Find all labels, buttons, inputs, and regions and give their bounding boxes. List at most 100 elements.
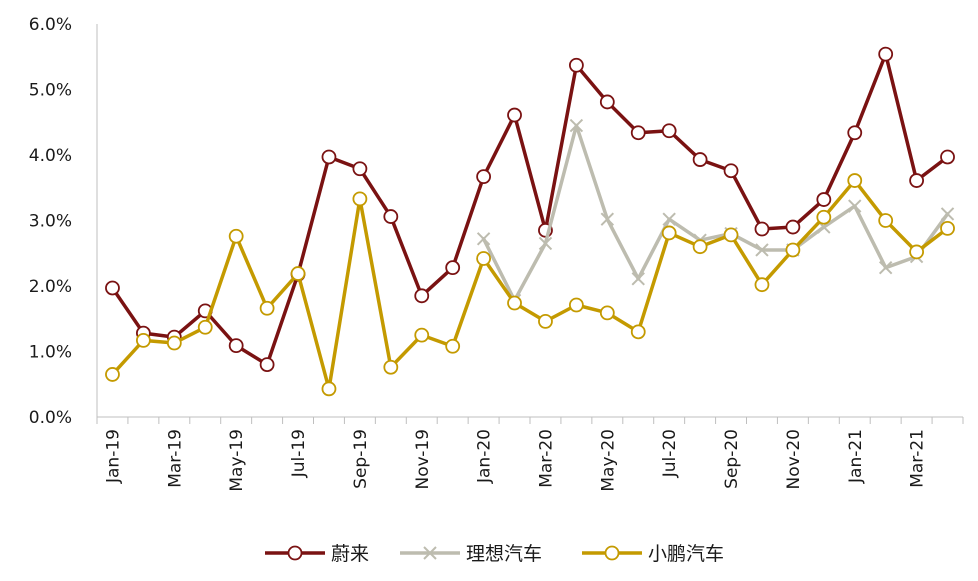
y-tick-label: 2.0% xyxy=(29,277,72,297)
data-point xyxy=(599,94,615,110)
y-tick-label: 4.0% xyxy=(29,146,72,166)
legend-item: 蔚来 xyxy=(265,543,369,565)
data-point xyxy=(661,123,677,139)
data-point xyxy=(909,173,925,188)
legend-label: 蔚来 xyxy=(331,543,369,565)
legend-marker xyxy=(287,545,303,561)
data-point xyxy=(754,221,770,237)
data-point xyxy=(755,243,769,257)
data-point xyxy=(878,260,893,275)
data-point xyxy=(909,244,925,260)
data-point xyxy=(352,161,368,177)
x-tick-label: May-20 xyxy=(598,429,618,492)
data-point xyxy=(476,251,492,266)
data-point xyxy=(630,324,646,340)
data-point xyxy=(878,213,894,228)
series-line xyxy=(110,52,950,367)
data-point xyxy=(476,232,491,246)
data-point xyxy=(105,367,120,382)
data-point xyxy=(445,338,461,354)
series-line xyxy=(481,123,950,303)
x-tick-label: Jan-20 xyxy=(475,429,495,484)
x-tick-label: Sep-19 xyxy=(351,429,371,489)
data-point xyxy=(476,169,492,185)
x-tick-label: Sep-20 xyxy=(722,429,742,489)
data-point xyxy=(662,212,676,226)
data-point xyxy=(321,149,337,165)
data-point xyxy=(228,228,244,244)
x-tick-label: Jan-21 xyxy=(846,429,866,484)
legend-item: 理想汽车 xyxy=(400,543,542,565)
data-point xyxy=(352,191,368,207)
data-point xyxy=(630,125,646,141)
data-point xyxy=(259,357,275,373)
data-point xyxy=(568,57,584,73)
data-point xyxy=(723,163,739,179)
data-point xyxy=(383,359,399,375)
data-point xyxy=(228,338,244,354)
data-point xyxy=(631,272,645,286)
data-point xyxy=(569,118,584,133)
legend: 蔚来 理想汽车 小鹏汽车 xyxy=(265,543,724,565)
data-point xyxy=(414,288,430,304)
y-tick-label: 3.0% xyxy=(29,212,72,232)
legend-label: 理想汽车 xyxy=(466,543,542,565)
data-point xyxy=(197,319,213,335)
data-point xyxy=(538,236,553,251)
data-point xyxy=(259,300,275,316)
data-point xyxy=(816,209,832,225)
x-tick-label: Jul-20 xyxy=(660,429,680,478)
y-tick-label: 6.0% xyxy=(29,15,72,35)
data-point xyxy=(135,332,151,348)
x-tick-label: Nov-19 xyxy=(413,429,433,490)
legend-item: 小鹏汽车 xyxy=(582,543,724,565)
data-point xyxy=(940,149,955,165)
data-point xyxy=(507,295,522,311)
data-point xyxy=(785,219,801,235)
data-point xyxy=(940,220,955,236)
data-point xyxy=(290,266,306,281)
y-tick-label: 0.0% xyxy=(29,408,72,428)
data-point xyxy=(321,381,337,397)
data-point xyxy=(940,207,955,221)
data-point xyxy=(661,225,677,241)
data-point xyxy=(847,173,863,188)
data-point xyxy=(878,46,894,62)
y-tick-label: 1.0% xyxy=(29,343,72,363)
data-point xyxy=(723,227,739,243)
legend-marker xyxy=(423,546,437,560)
x-tick-label: Mar-19 xyxy=(165,429,185,488)
data-point xyxy=(599,305,615,321)
series-layer xyxy=(105,46,955,397)
data-point xyxy=(816,192,832,207)
data-point xyxy=(105,280,120,296)
data-point xyxy=(445,260,461,276)
data-point xyxy=(692,239,708,255)
data-point xyxy=(568,297,584,313)
data-point xyxy=(785,242,801,258)
x-tick-label: Mar-20 xyxy=(536,429,556,488)
data-point xyxy=(848,199,862,213)
series-group xyxy=(105,46,955,373)
y-tick-label: 5.0% xyxy=(29,81,72,101)
axes: 0.0% 1.0% 2.0% 3.0% 4.0% 5.0% 6.0% Jan-19 Mar-19… xyxy=(29,15,964,492)
x-tick-label: Mar-21 xyxy=(908,429,928,488)
x-tick-label: May-19 xyxy=(227,429,247,492)
data-point xyxy=(383,209,399,224)
series-line xyxy=(110,178,950,391)
data-point xyxy=(754,277,770,293)
data-point xyxy=(692,152,708,167)
data-point xyxy=(538,313,553,329)
series-group xyxy=(105,173,955,397)
data-point xyxy=(166,335,182,351)
legend-marker xyxy=(604,545,620,561)
data-point xyxy=(847,125,863,141)
x-tick-label: Jan-19 xyxy=(103,429,123,484)
data-point xyxy=(414,327,430,343)
x-tick-label: Nov-20 xyxy=(784,429,804,490)
data-point xyxy=(507,107,522,123)
data-point xyxy=(600,212,615,226)
legend-label: 小鹏汽车 xyxy=(648,543,724,565)
x-tick-label: Jul-19 xyxy=(289,429,309,478)
